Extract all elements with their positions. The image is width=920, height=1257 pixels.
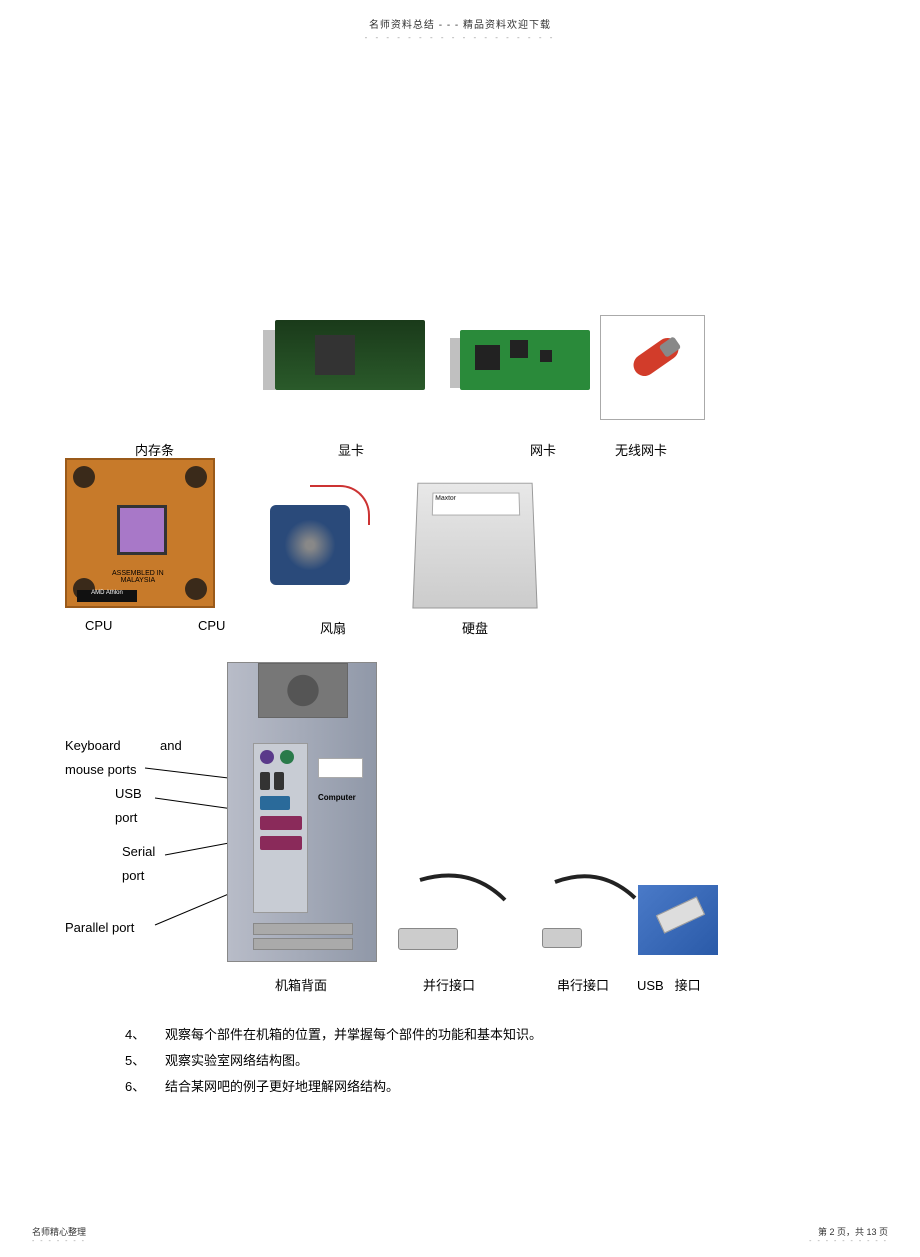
list-num: 5、 xyxy=(125,1048,165,1074)
list-num: 6、 xyxy=(125,1074,165,1100)
label-serial-a: Serial xyxy=(122,844,155,859)
caption-cpu-1: CPU xyxy=(85,618,112,633)
label-usb-a: USB xyxy=(115,786,142,801)
footer-left-dots: - - - - - - - xyxy=(32,1238,86,1245)
list-item-4: 4、观察每个部件在机箱的位置，并掌握每个部件的功能和基本知识。 xyxy=(125,1022,542,1048)
caption-fan: 风扇 xyxy=(320,618,346,637)
wireless-card-image xyxy=(600,315,705,420)
list-text: 结合某网吧的例子更好地理解网络结构。 xyxy=(165,1079,399,1094)
footer-left: 名师精心整理 - - - - - - - xyxy=(32,1225,86,1245)
footer-right: 第 2 页，共 13 页 - - - - - - - - - - xyxy=(809,1225,888,1245)
pc-brand: Computer xyxy=(318,793,356,802)
label-keyboard-a: Keyboard xyxy=(65,738,121,753)
label-keyboard-b: and xyxy=(160,738,182,753)
footer-right-dots: - - - - - - - - - - xyxy=(809,1238,888,1245)
caption-gfx: 显卡 xyxy=(338,440,364,459)
label-parallel: Parallel port xyxy=(65,920,134,935)
list-item-6: 6、结合某网吧的例子更好地理解网络结构。 xyxy=(125,1074,542,1100)
caption-cpu-2: CPU xyxy=(198,618,225,633)
fan-image xyxy=(250,475,390,605)
footer-right-text: 第 2 页，共 13 页 xyxy=(809,1225,888,1238)
parallel-connector-image xyxy=(390,870,510,960)
label-serial-b: port xyxy=(122,868,144,883)
usb-connector-image xyxy=(638,885,718,955)
header-text: 名师资料总结 - - - 精品资料欢迎下载 xyxy=(0,16,920,31)
pc-back-image: Computer xyxy=(227,662,377,962)
caption-usb-b: 接口 xyxy=(675,978,701,993)
instruction-list: 4、观察每个部件在机箱的位置，并掌握每个部件的功能和基本知识。 5、观察实验室网… xyxy=(125,1022,542,1100)
caption-hdd: 硬盘 xyxy=(462,618,488,637)
list-item-5: 5、观察实验室网络结构图。 xyxy=(125,1048,542,1074)
caption-parallel: 并行接口 xyxy=(423,975,475,994)
caption-nic: 网卡 xyxy=(530,440,556,459)
list-text: 观察每个部件在机箱的位置，并掌握每个部件的功能和基本知识。 xyxy=(165,1027,542,1042)
footer-left-text: 名师精心整理 xyxy=(32,1225,86,1238)
caption-usb-a: USB xyxy=(637,978,664,993)
page-header: 名师资料总结 - - - 精品资料欢迎下载 - - - - - - - - - … xyxy=(0,16,920,42)
hdd-image: Maxtor xyxy=(415,478,535,608)
header-dots: - - - - - - - - - - - - - - - - - - xyxy=(0,33,920,42)
cpu-tag: ASSEMBLED INMALAYSIA xyxy=(112,570,164,584)
caption-ram: 内存条 xyxy=(135,440,174,459)
caption-serial: 串行接口 xyxy=(557,975,609,994)
caption-usb: USB 接口 xyxy=(637,975,701,994)
network-card-image xyxy=(460,330,590,390)
graphics-card-image xyxy=(275,320,425,390)
caption-pc-back: 机箱背面 xyxy=(275,975,327,994)
label-usb-b: port xyxy=(115,810,137,825)
list-text: 观察实验室网络结构图。 xyxy=(165,1053,308,1068)
pc-sticker xyxy=(318,758,363,778)
serial-connector-image xyxy=(530,870,640,960)
label-keyboard-c: mouse ports xyxy=(65,762,137,777)
caption-wifi: 无线网卡 xyxy=(615,440,667,459)
cpu-image: ASSEMBLED INMALAYSIA AMD Athlon xyxy=(65,458,215,608)
list-num: 4、 xyxy=(125,1022,165,1048)
cpu-brand-label: AMD Athlon xyxy=(77,590,137,602)
